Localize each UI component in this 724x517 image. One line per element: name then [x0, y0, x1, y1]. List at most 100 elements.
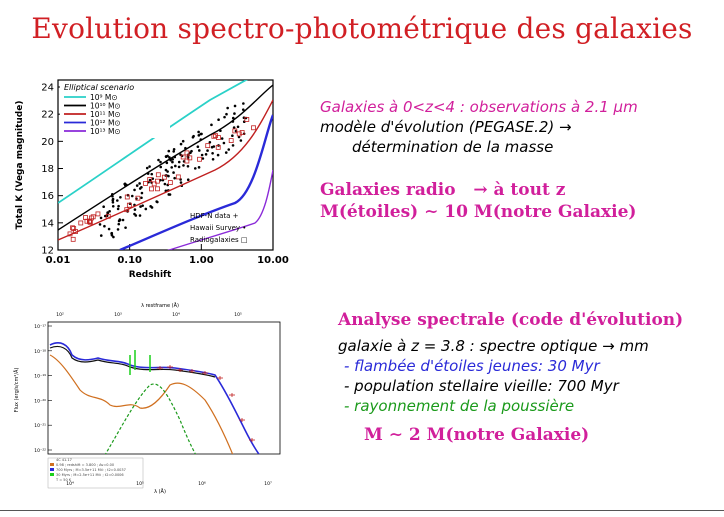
- radiogalaxy-point: [197, 156, 202, 162]
- radiogalaxy-point: [135, 195, 141, 201]
- hawaii-survey-point: [119, 195, 122, 199]
- legend-label: 10¹³ M⊙: [90, 127, 121, 136]
- radiogalaxy-point: [184, 158, 190, 164]
- radiogalaxy-point: [78, 220, 84, 226]
- curve-1e9: [58, 80, 248, 204]
- hawaii-survey-point: [151, 177, 155, 180]
- sed-plot-frame: [47, 321, 281, 455]
- sed-bottom-tick-label: 10⁶: [198, 481, 206, 487]
- hawaii-survey-point: [130, 194, 134, 198]
- radio-galaxies-paragraph: Galaxies radio → à tout z M(étoiles) ∼ 1…: [320, 180, 636, 222]
- radiogalaxy-point: [70, 236, 76, 242]
- info-line-0: 4C 41.17: [56, 458, 72, 462]
- x-tick-label: 0.01: [46, 255, 71, 266]
- observations-paragraph: Galaxies à 0<z<4 : observations à 2.1 μm…: [320, 98, 638, 156]
- hawaii-survey-point: [133, 208, 137, 211]
- hawaii-survey-point: [116, 199, 119, 202]
- hawaii-survey-point: [196, 145, 200, 149]
- hawaii-survey-point: [172, 171, 175, 174]
- k-z-diagram-figure: 24 22 20 18 16 14 12 0.01 0.10 1.00 10.00 Ellipti…: [10, 75, 290, 280]
- hawaii-survey-point: [144, 207, 148, 211]
- hawaii-survey-point: [121, 218, 125, 222]
- sed-bottom-tick-label: 10⁵: [136, 481, 144, 487]
- hawaii-survey-point: [135, 184, 139, 187]
- radiogalaxy-point: [175, 174, 181, 180]
- emission-lines: [129, 350, 151, 375]
- hawaii-survey-point: [210, 123, 213, 127]
- mass-determination-line: détermination de la masse: [352, 138, 554, 156]
- hawaii-survey-point: [148, 178, 152, 182]
- hawaii-survey-point: [148, 165, 151, 168]
- hawaii-survey-point: [186, 178, 190, 182]
- hawaii-survey-point: [98, 223, 102, 226]
- y-axis-label: Total K (Vega magnitude): [15, 101, 25, 230]
- hawaii-survey-point: [166, 170, 169, 173]
- spectral-analysis-heading: Analyse spectrale (code d'évolution): [338, 310, 684, 330]
- hawaii-survey-point: [231, 116, 235, 120]
- info-line-4: T = 50 K: [55, 478, 72, 482]
- hawaii-survey-point: [172, 147, 176, 151]
- hawaii-survey-point: [168, 193, 172, 196]
- radiogalaxy-point: [251, 125, 256, 131]
- hawaii-survey-point: [124, 226, 127, 229]
- hawaii-survey-point: [159, 165, 163, 169]
- radiogalaxy-point: [232, 128, 238, 134]
- radiogalaxy-point: [155, 178, 160, 184]
- hawaii-survey-point: [237, 135, 241, 139]
- symbol-legend-hawaii: Hawaii Survey •: [190, 224, 246, 232]
- info-line-2: 700 Myrs ; M=3.5e+11 M⊙ ; t2=0.0037: [56, 468, 126, 472]
- hawaii-survey-point: [103, 224, 106, 228]
- k-z-plot: 24 22 20 18 16 14 12 0.01 0.10 1.00 10.00 Ellipti…: [15, 79, 289, 280]
- curve-1e11: [58, 99, 273, 241]
- info-line-3: 30 Myrs ; M=2.5e+11 M⊙ ; t2=0.0006: [56, 473, 124, 477]
- x-tick-label: 10.00: [257, 255, 289, 266]
- hawaii-survey-point: [206, 149, 209, 152]
- sed-y-axis-label: Flux (erg/s/cm²/Å): [13, 368, 20, 413]
- bottom-divider: [0, 510, 724, 511]
- hawaii-survey-point: [108, 209, 111, 213]
- hawaii-survey-point: [210, 145, 214, 149]
- hawaii-survey-point: [141, 204, 144, 207]
- hawaii-survey-point: [171, 157, 175, 161]
- hawaii-survey-point: [197, 134, 201, 137]
- hawaii-survey-point: [139, 205, 142, 208]
- hawaii-survey-point: [167, 149, 171, 153]
- legend-label: 10¹⁰ M⊙: [90, 102, 121, 111]
- hawaii-survey-point: [116, 228, 120, 231]
- hawaii-survey-point: [155, 200, 158, 203]
- hawaii-survey-point: [99, 216, 103, 220]
- sed-bottom-tick-label: 10⁷: [264, 481, 272, 487]
- hawaii-survey-point: [111, 205, 115, 208]
- total-model-curve: [49, 342, 260, 454]
- radiogalaxy-point: [124, 194, 130, 200]
- curve-1e10: [58, 84, 273, 231]
- plot-frame: [57, 79, 274, 251]
- curve-1e13: [167, 169, 273, 250]
- hawaii-survey-point: [170, 166, 174, 169]
- hawaii-survey-point: [165, 161, 169, 165]
- hawaii-survey-point: [201, 157, 205, 160]
- y-tick-label: 24: [41, 83, 54, 94]
- radiogalaxy-point: [151, 181, 157, 187]
- sed-info-box: 4C 41.17 0.98 ; redshift = 3.800 ; Av=0.…: [47, 457, 144, 489]
- hawaii-survey-point: [198, 149, 201, 152]
- hawaii-survey-point: [159, 160, 162, 164]
- y-tick-label: 12: [41, 246, 54, 257]
- radiogalaxy-point: [155, 186, 160, 192]
- hawaii-survey-point: [163, 182, 167, 186]
- hawaii-survey-point: [233, 112, 236, 115]
- radiogalaxy-point: [126, 202, 132, 208]
- hawaii-survey-point: [177, 165, 181, 169]
- hawaii-survey-point: [233, 104, 237, 108]
- hawaii-survey-point: [150, 206, 154, 209]
- mass-result-line: M ∼ 2 M(notre Galaxie): [364, 425, 590, 445]
- hawaii-survey-point: [140, 196, 143, 200]
- top-axis-label: λ restframe (Å): [141, 302, 179, 309]
- hawaii-survey-point: [164, 155, 168, 159]
- hawaii-survey-point: [111, 197, 115, 201]
- sed-y-tick-label: 10⁻¹⁷: [34, 324, 46, 330]
- hawaii-survey-point: [193, 167, 197, 170]
- x-axis-label: Redshift: [129, 270, 172, 280]
- radiogalaxy-point: [95, 211, 101, 217]
- hawaii-survey-point: [197, 130, 200, 134]
